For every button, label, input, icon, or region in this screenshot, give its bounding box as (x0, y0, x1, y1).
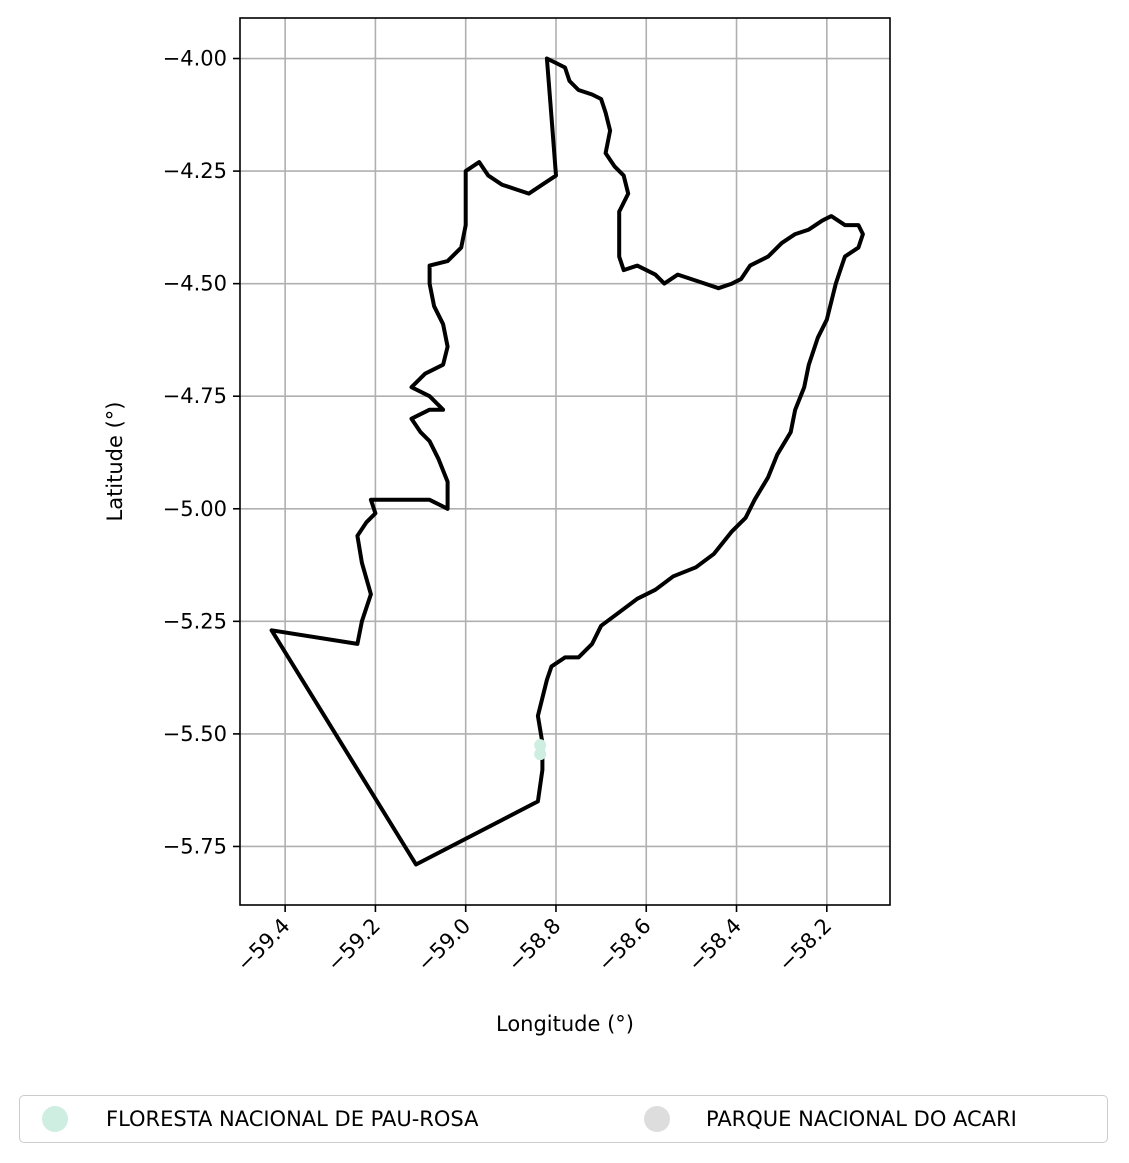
y-tick-label: −5.75 (163, 834, 227, 858)
legend-label-acari: PARQUE NACIONAL DO ACARI (706, 1107, 1017, 1131)
x-axis-label: Longitude (°) (496, 1012, 634, 1036)
legend-item-floresta: FLORESTA NACIONAL DE PAU-ROSA (42, 1096, 478, 1142)
y-tick-label: −5.00 (163, 497, 227, 521)
legend-item-acari: PARQUE NACIONAL DO ACARI (644, 1096, 1017, 1142)
x-tick-label: −59.0 (413, 914, 475, 976)
x-axis-ticks: −59.4 −59.2 −59.0 −58.8 −58.6 −58.4 −58.2 (232, 905, 836, 976)
x-tick-label: −58.6 (593, 914, 655, 976)
points-layer (534, 739, 547, 761)
y-axis-label: Latitude (°) (103, 402, 127, 522)
y-tick-label: −4.75 (163, 384, 227, 408)
series-point (534, 748, 547, 761)
legend-marker-acari (644, 1106, 670, 1132)
y-tick-label: −4.50 (163, 272, 227, 296)
y-axis-ticks: −4.00 −4.25 −4.50 −4.75 −5.00 −5.25 −5.50 −5.75 (163, 47, 240, 858)
protected-area-boundary (269, 56, 865, 867)
x-tick-label: −58.8 (503, 914, 565, 976)
legend-label-floresta: FLORESTA NACIONAL DE PAU-ROSA (106, 1107, 479, 1131)
x-tick-label: −58.4 (684, 914, 746, 976)
series-point (534, 739, 547, 752)
x-tick-label: −59.4 (232, 914, 294, 976)
boundary-layer (269, 56, 865, 867)
axes-frame (239, 17, 891, 906)
y-tick-label: −4.25 (163, 159, 227, 183)
legend: FLORESTA NACIONAL DE PAU-ROSA PARQUE NAC… (19, 1095, 1108, 1143)
y-tick-label: −4.00 (163, 47, 227, 71)
x-tick-label: −59.2 (322, 914, 384, 976)
y-tick-label: −5.25 (163, 609, 227, 633)
gridlines (240, 18, 890, 905)
legend-marker-floresta (42, 1106, 68, 1132)
x-tick-label: −58.2 (774, 914, 836, 976)
y-tick-label: −5.50 (163, 722, 227, 746)
